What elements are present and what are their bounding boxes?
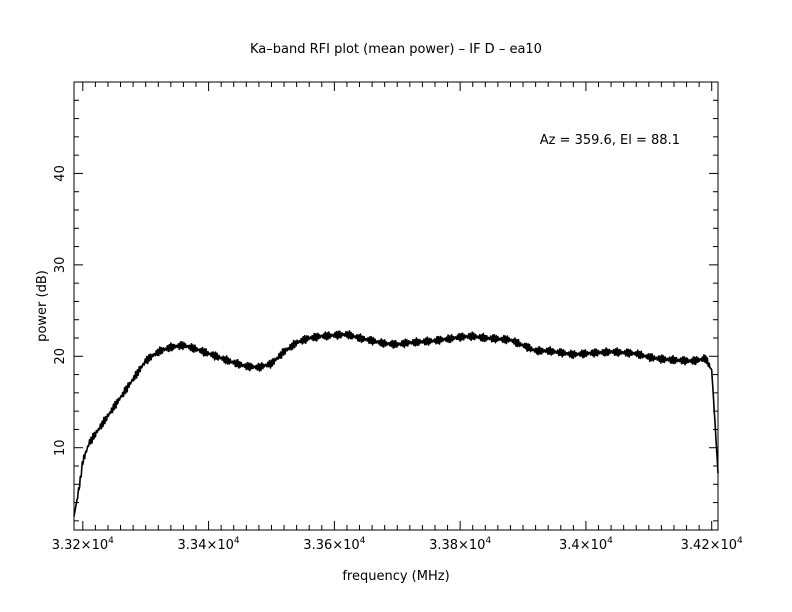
x-axis-ticks: 3.32×104 3.34×104 3.36×104 3.38×104 3.4×104 3… (52, 82, 743, 553)
series-line (73, 330, 719, 517)
plot-frame (73, 81, 719, 531)
x-tick-label: 3.4×104 (559, 536, 613, 553)
y-axis-ticks: 10 20 30 40 (53, 99, 718, 522)
x-tick-label: 3.32×104 (52, 536, 114, 553)
y-axis-label: power (dB) (35, 270, 50, 342)
y-tick-label: 20 (53, 348, 68, 365)
x-tick-label: 3.38×104 (429, 536, 491, 553)
annotation-az-el: Az = 359.6, El = 88.1 (540, 133, 680, 148)
x-tick-label: 3.36×104 (303, 536, 365, 553)
chart-title: Ka–band RFI plot (mean power) – IF D – e… (250, 42, 542, 57)
x-tick-label: 3.42×104 (681, 536, 743, 553)
x-tick-label: 3.34×104 (178, 536, 240, 553)
x-axis-label: frequency (MHz) (342, 569, 449, 584)
y-tick-label: 10 (53, 439, 68, 456)
y-tick-label: 40 (53, 165, 68, 182)
y-tick-label: 30 (53, 257, 68, 274)
series-layer (73, 330, 719, 517)
